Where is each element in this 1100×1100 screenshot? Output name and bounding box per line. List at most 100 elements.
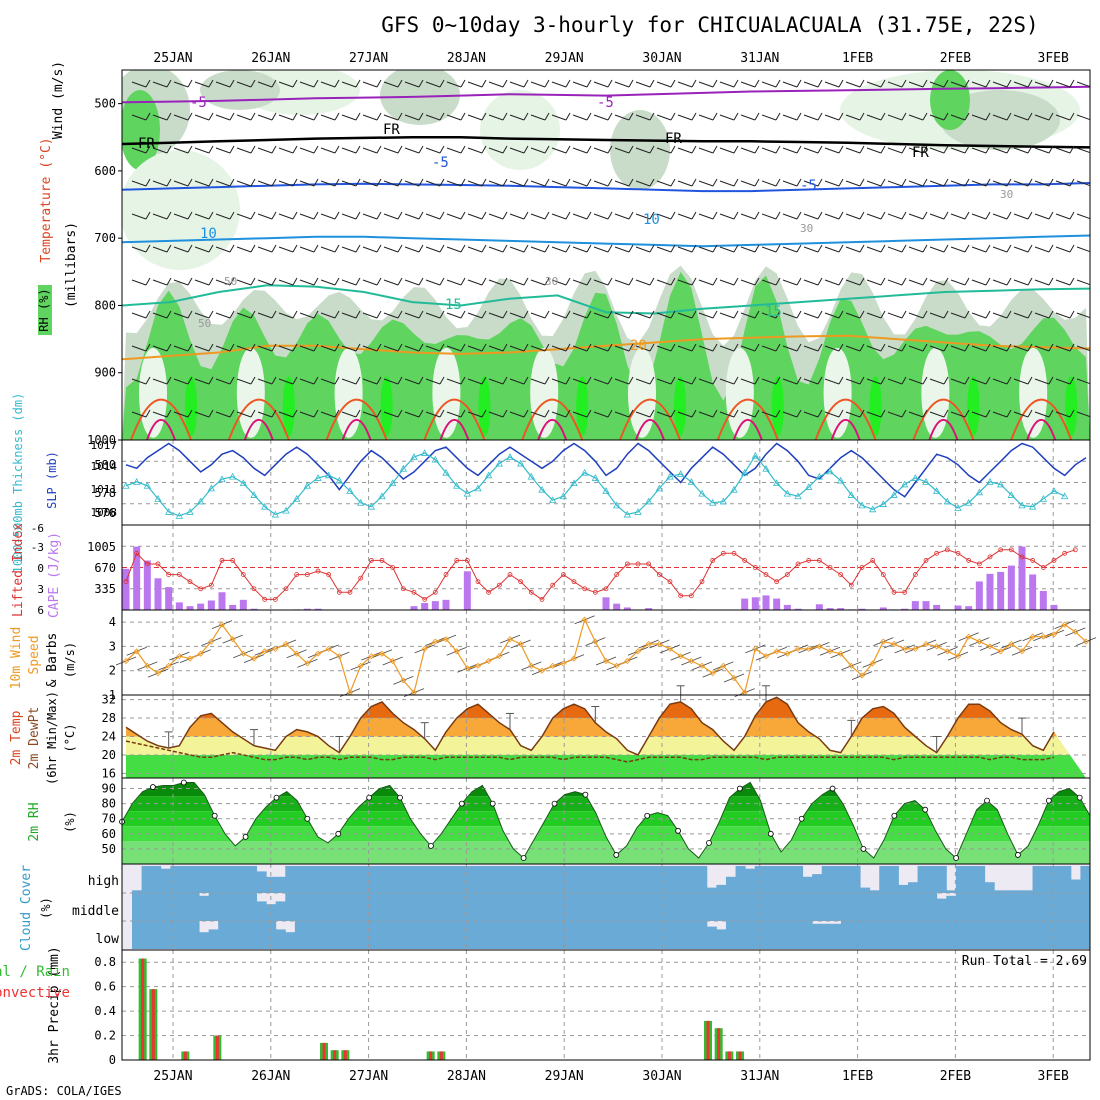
wind10-marker — [421, 645, 428, 652]
li-marker — [720, 550, 726, 556]
li-marker — [678, 593, 684, 599]
wind-barb — [299, 411, 315, 418]
wind-barb — [992, 213, 1008, 220]
thickness-marker — [186, 508, 194, 515]
wind-barb-flag — [691, 310, 697, 319]
li-marker — [635, 561, 641, 567]
wind-barb — [236, 213, 252, 220]
y-tick-mb-700: 700 — [94, 231, 116, 245]
wind-barb — [1034, 279, 1050, 286]
wind-barb-flag — [817, 178, 823, 187]
cloud-cell-middle — [563, 893, 574, 921]
li-marker — [390, 565, 396, 570]
wind-barb — [677, 81, 693, 88]
wind-barb — [404, 114, 420, 121]
cloud-cell-middle — [132, 893, 143, 921]
cloud-cell-high — [725, 876, 737, 893]
wind-barb-flag — [859, 277, 865, 286]
wind-barb-flag — [775, 376, 781, 385]
cloud-cell-middle — [467, 893, 478, 921]
wind-barb — [404, 279, 420, 286]
wind-barb — [614, 312, 630, 319]
wind-barb — [1055, 378, 1071, 385]
cloud-cell-high — [716, 884, 727, 893]
x-tick-top-27JAN: 27JAN — [349, 51, 388, 66]
temp-band-high — [126, 718, 1086, 737]
wind-barb — [1076, 345, 1090, 352]
wind-barb — [257, 147, 273, 154]
wind-barb — [152, 147, 168, 154]
contour-label: 15 — [445, 297, 462, 313]
wind-barb — [467, 411, 483, 418]
wind-barb-flag — [607, 211, 613, 220]
wind-barb-flag — [250, 211, 256, 220]
rh-wet-pocket — [380, 376, 393, 437]
wind10-marker — [1061, 621, 1068, 628]
rh-dry-pocket — [432, 347, 461, 438]
cloud-cell-middle — [1051, 893, 1062, 921]
cloud-cell-low — [1080, 921, 1091, 949]
wind-barb — [173, 312, 189, 319]
wind-barb-flag — [208, 277, 214, 286]
wind10-marker — [485, 657, 492, 665]
wind-barb — [740, 147, 756, 154]
wind-barb — [1076, 213, 1090, 220]
thickness-marker — [911, 474, 920, 481]
wind-barb — [341, 246, 357, 253]
wind-barb-flag — [964, 310, 970, 319]
wind-barb — [362, 312, 378, 319]
wind-barb — [131, 213, 147, 220]
y-tick-temp-28: 28 — [102, 711, 116, 725]
wind10-marker — [1050, 631, 1058, 638]
wind-barb-flag — [250, 178, 256, 187]
wind-barb-flag — [376, 244, 382, 253]
cape-bar — [613, 603, 621, 610]
li-marker — [304, 572, 310, 577]
li-marker — [454, 558, 460, 563]
li-marker — [550, 582, 556, 588]
wind-barb — [803, 246, 819, 253]
li-marker — [219, 558, 225, 563]
wind-barb — [656, 114, 672, 121]
wind10-marker — [314, 650, 322, 657]
cloud-cell-middle — [400, 893, 411, 921]
wind10-marker — [261, 648, 268, 655]
cloud-cell-low — [1003, 921, 1014, 949]
wind-barb — [845, 246, 861, 253]
wind-barb-flag — [166, 343, 172, 352]
wind-barb-flag — [1027, 112, 1033, 121]
wind10-marker — [272, 645, 279, 652]
wind-barb — [782, 114, 798, 121]
cloud-cell-low — [381, 921, 392, 949]
li-marker — [806, 558, 812, 563]
cloud-cell-low — [994, 921, 1005, 949]
wind-barb-flag — [1069, 145, 1075, 154]
rh-wet-pocket — [674, 376, 686, 437]
rh-marker — [489, 800, 496, 807]
li-marker — [198, 586, 204, 592]
wind-barb-flag — [292, 277, 298, 286]
wind-barb-flag — [376, 310, 382, 319]
rh-blob — [122, 150, 240, 270]
wind-barb — [572, 81, 588, 88]
cloud-cell-low — [1061, 921, 1072, 949]
cloud-cell-high — [352, 866, 363, 893]
wind-barb — [1055, 147, 1071, 154]
isotherm-hot — [243, 419, 274, 440]
wind-barb — [257, 279, 273, 286]
wind-barb-flag — [712, 376, 718, 385]
y-tick-rh-50: 50 — [102, 842, 116, 856]
wind-barb — [677, 180, 693, 187]
wind-barb-flag — [418, 178, 424, 187]
wind-barb-flag — [460, 277, 466, 286]
wind-barb — [1013, 180, 1029, 187]
ylabel-rh-units: (%) — [63, 811, 77, 833]
wind-barb — [131, 312, 147, 319]
y-tick-mb-1000: 1000 — [87, 433, 116, 447]
cape-bar — [431, 601, 439, 610]
wind-barb-flag — [922, 277, 928, 286]
wind-barb-flag — [397, 178, 403, 187]
cloud-cell-high — [438, 866, 449, 893]
wind10-marker — [506, 636, 514, 643]
wind-barb-flag — [943, 244, 949, 253]
